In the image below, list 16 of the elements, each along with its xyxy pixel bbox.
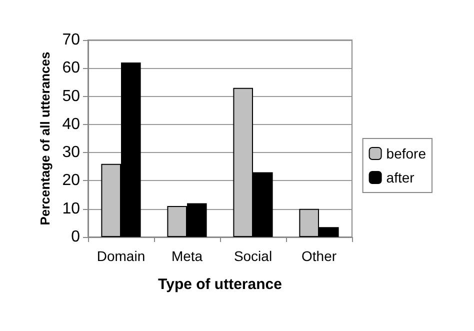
y-tick-label: 10 xyxy=(62,200,80,218)
y-tick-label: 50 xyxy=(62,88,80,105)
y-tick-label: 20 xyxy=(62,172,80,190)
y-tick-label: 60 xyxy=(62,60,80,77)
y-tick-label: 0 xyxy=(71,228,80,246)
x-tick-label: Social xyxy=(234,248,272,264)
y-tick-label: 30 xyxy=(62,144,80,162)
y-tick-label: 70 xyxy=(62,32,80,48)
y-axis-title: Percentage of all utterances xyxy=(37,52,52,226)
legend-label: after xyxy=(386,170,415,186)
x-axis-title: Type of utterance xyxy=(158,276,282,293)
x-tick-label: Domain xyxy=(96,248,146,264)
legend-label: before xyxy=(386,146,426,162)
x-tick-label: Meta xyxy=(171,248,203,264)
x-tick-label: Other xyxy=(301,248,337,264)
y-tick-label: 40 xyxy=(62,116,80,133)
